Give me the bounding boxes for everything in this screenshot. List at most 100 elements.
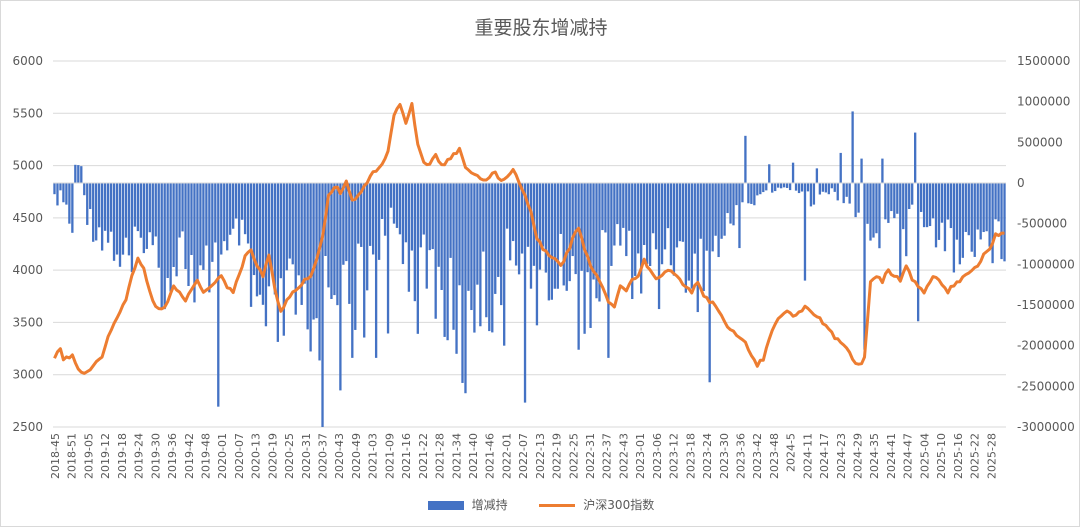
- bar: [735, 183, 738, 206]
- x-axis-tick-label: 2021-22: [417, 433, 430, 479]
- legend-bar-swatch: [427, 501, 464, 510]
- bar: [503, 183, 506, 346]
- right-axis-tick-label: 500000: [1017, 135, 1063, 149]
- bar: [68, 183, 71, 224]
- bar: [580, 183, 583, 271]
- bar: [240, 183, 244, 220]
- bar: [625, 183, 628, 257]
- bar: [881, 158, 884, 183]
- bar: [902, 183, 905, 230]
- bar: [440, 183, 443, 290]
- bar: [779, 183, 783, 189]
- bar: [413, 183, 417, 302]
- bar: [896, 183, 899, 214]
- x-axis-tick-label: 2019-24: [133, 433, 146, 479]
- bar: [637, 183, 640, 254]
- bar: [112, 183, 116, 261]
- bar: [383, 183, 387, 236]
- bar: [908, 183, 911, 210]
- x-axis-tick-label: 2020-43: [333, 433, 346, 479]
- x-axis-tick-label: 2023-36: [734, 433, 747, 479]
- bar: [229, 183, 232, 235]
- bar: [458, 183, 461, 286]
- bar: [797, 183, 801, 194]
- bar: [172, 183, 175, 267]
- bar: [574, 183, 577, 275]
- legend: 增减持 沪深300指数: [1, 496, 1080, 513]
- x-axis-tick-label: 2022-13: [534, 433, 547, 479]
- bar: [872, 183, 875, 238]
- x-axis-tick-label: 2025-16: [952, 433, 965, 479]
- bar: [318, 183, 321, 361]
- bar: [905, 183, 908, 257]
- bar: [127, 183, 131, 256]
- bar: [154, 183, 157, 237]
- bar: [416, 183, 419, 334]
- x-axis-tick-label: 2023-12: [668, 433, 681, 479]
- x-axis-tick-label: 2022-01: [500, 433, 513, 479]
- bar: [53, 183, 56, 195]
- x-axis-tick-label: 2018-51: [66, 433, 79, 479]
- bar: [351, 183, 354, 358]
- bar: [869, 183, 872, 241]
- bar: [642, 183, 646, 246]
- bar: [860, 158, 863, 183]
- bar: [166, 183, 169, 278]
- bar: [223, 183, 226, 242]
- bar: [681, 183, 685, 242]
- bar: [428, 183, 431, 251]
- bar: [95, 183, 98, 241]
- bar: [753, 183, 756, 206]
- bar: [467, 183, 470, 291]
- right-axis-tick-label: -500000: [1017, 217, 1067, 231]
- bar: [109, 183, 113, 232]
- bar: [747, 183, 750, 204]
- x-axis-tick-label: 2022-07: [517, 433, 530, 479]
- bar: [65, 183, 68, 205]
- bar: [508, 183, 512, 261]
- bar: [404, 183, 408, 243]
- bar: [547, 183, 551, 301]
- x-axis-tick-label: 2021-34: [450, 433, 463, 479]
- bar: [651, 183, 655, 234]
- bar: [419, 183, 422, 248]
- bar: [285, 183, 288, 271]
- bar: [357, 183, 360, 244]
- bar: [628, 183, 631, 231]
- x-axis-tick-label: 2022-43: [617, 433, 630, 479]
- bar: [452, 183, 455, 330]
- bar: [157, 183, 160, 268]
- x-axis-tick-label: 2024-41: [885, 433, 898, 479]
- bar: [190, 183, 193, 256]
- bar: [961, 183, 964, 258]
- bar: [631, 183, 634, 300]
- bar: [339, 183, 342, 391]
- x-axis-tick-label: 2023-30: [718, 433, 731, 479]
- bar: [336, 183, 339, 306]
- bar: [77, 165, 80, 183]
- bar: [732, 183, 735, 226]
- bar: [214, 183, 217, 243]
- bar: [878, 183, 881, 249]
- bar: [431, 183, 434, 250]
- bar: [556, 183, 559, 289]
- bar: [407, 183, 411, 292]
- bar: [565, 183, 568, 291]
- bar: [997, 183, 1000, 222]
- bar: [246, 183, 250, 244]
- bar: [675, 183, 679, 248]
- bar: [890, 183, 893, 212]
- bar: [949, 183, 953, 229]
- x-axis-tick-label: 2021-16: [400, 433, 413, 479]
- bar: [919, 183, 923, 212]
- bar: [899, 183, 902, 281]
- bar: [660, 183, 664, 265]
- bar: [517, 183, 521, 275]
- bar: [380, 183, 384, 219]
- x-axis-tick-label: 2023-48: [768, 433, 781, 479]
- x-axis-tick-label: 2024-23: [835, 433, 848, 479]
- x-axis-tick-label: 2025-10: [935, 433, 948, 479]
- bar: [914, 132, 917, 183]
- bar: [264, 183, 268, 327]
- bar: [562, 183, 565, 286]
